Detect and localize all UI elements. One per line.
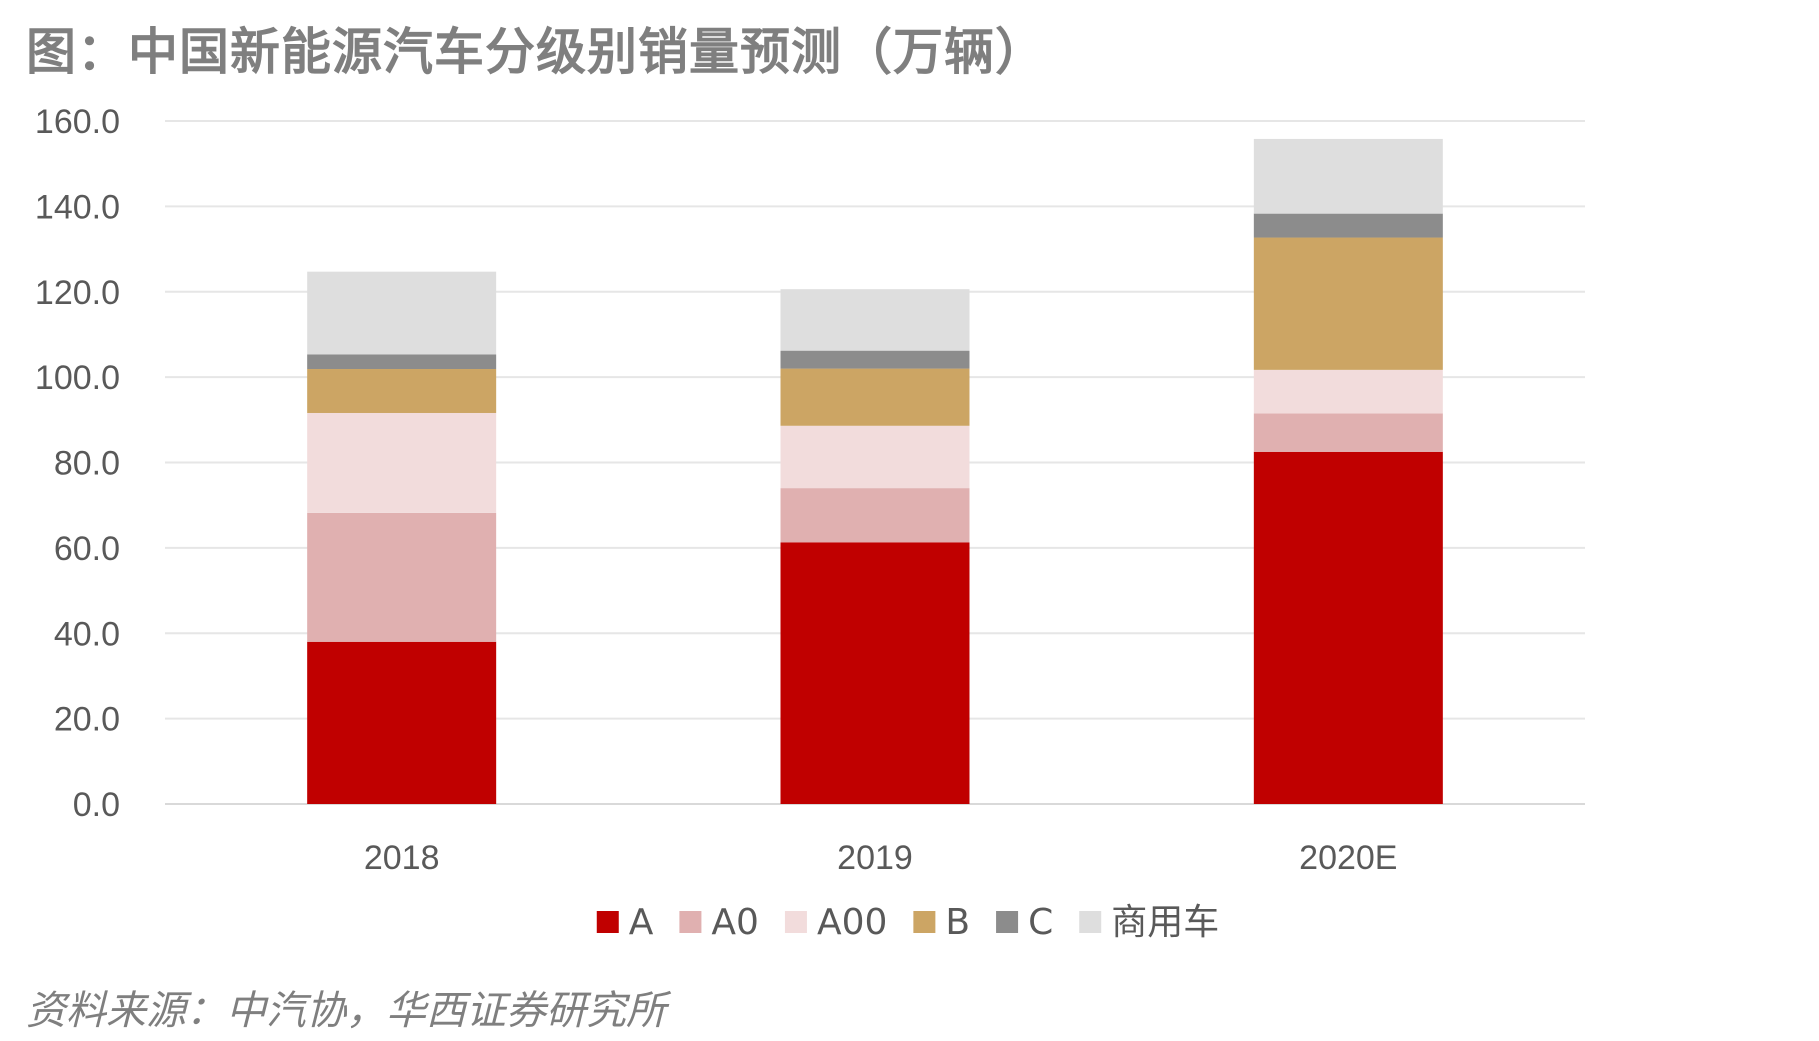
y-tick-label: 80.0 (54, 445, 120, 483)
legend-swatch-C (996, 911, 1019, 933)
bar-segment-A0-2019 (780, 488, 970, 543)
bar-segment-A00-2018 (307, 412, 497, 513)
legend-swatch-A00 (784, 911, 807, 933)
chart-title: 图：中国新能源汽车分级别销量预测（万辆） (26, 23, 1046, 81)
bar-segment-C-2019 (780, 350, 970, 369)
y-tick-label: 120.0 (35, 274, 120, 312)
y-tick-label: 60.0 (54, 530, 120, 568)
legend: A A0 A00 B C 商用车 (596, 902, 1219, 943)
legend-swatch-商用车 (1079, 911, 1102, 933)
legend-label: A00 (817, 902, 887, 943)
bar-segment-B-2020E (1253, 237, 1443, 370)
bar-segment-C-2018 (307, 354, 497, 370)
y-axis: 0.0 20.0 40.0 60.0 80.0 100.0 120.0 140.0 160.0 (35, 103, 120, 824)
y-tick-label: 20.0 (54, 701, 120, 739)
legend-swatch-B (913, 911, 936, 933)
bar-segment-A-2020E (1253, 451, 1443, 804)
bar-segment-A00-2020E (1253, 369, 1443, 414)
bar-segment-A0-2018 (307, 512, 497, 642)
bar-segment-A0-2020E (1253, 413, 1443, 452)
legend-swatch-A0 (679, 911, 702, 933)
legend-label: A0 (711, 902, 759, 943)
bars (307, 138, 1443, 804)
y-tick-label: 100.0 (35, 359, 120, 397)
bar-segment-B-2019 (780, 368, 970, 426)
legend-label: A (629, 902, 654, 943)
y-tick-label: 0.0 (73, 786, 120, 824)
legend-label: 商用车 (1111, 902, 1219, 943)
x-axis: 2018 2019 2020E (364, 839, 1398, 877)
bar-segment-A00-2019 (780, 425, 970, 489)
x-tick-label: 2018 (364, 839, 440, 877)
bar-segment-商用车-2018 (307, 271, 497, 355)
bar-segment-商用车-2019 (780, 289, 970, 351)
y-tick-label: 140.0 (35, 188, 120, 226)
bar-segment-C-2020E (1253, 213, 1443, 238)
x-tick-label: 2020E (1299, 839, 1397, 877)
legend-label: C (1028, 902, 1053, 943)
bar-segment-A-2018 (307, 641, 497, 804)
bar-segment-B-2018 (307, 369, 497, 413)
bar-segment-商用车-2020E (1253, 138, 1443, 214)
bar-segment-A-2019 (780, 542, 970, 804)
legend-label: B (945, 902, 970, 943)
y-tick-label: 40.0 (54, 615, 120, 653)
source-note: 资料来源：中汽协，华西证券研究所 (26, 988, 666, 1034)
x-tick-label: 2019 (837, 839, 913, 877)
legend-swatch-A (596, 911, 619, 933)
y-tick-label: 160.0 (35, 103, 120, 141)
